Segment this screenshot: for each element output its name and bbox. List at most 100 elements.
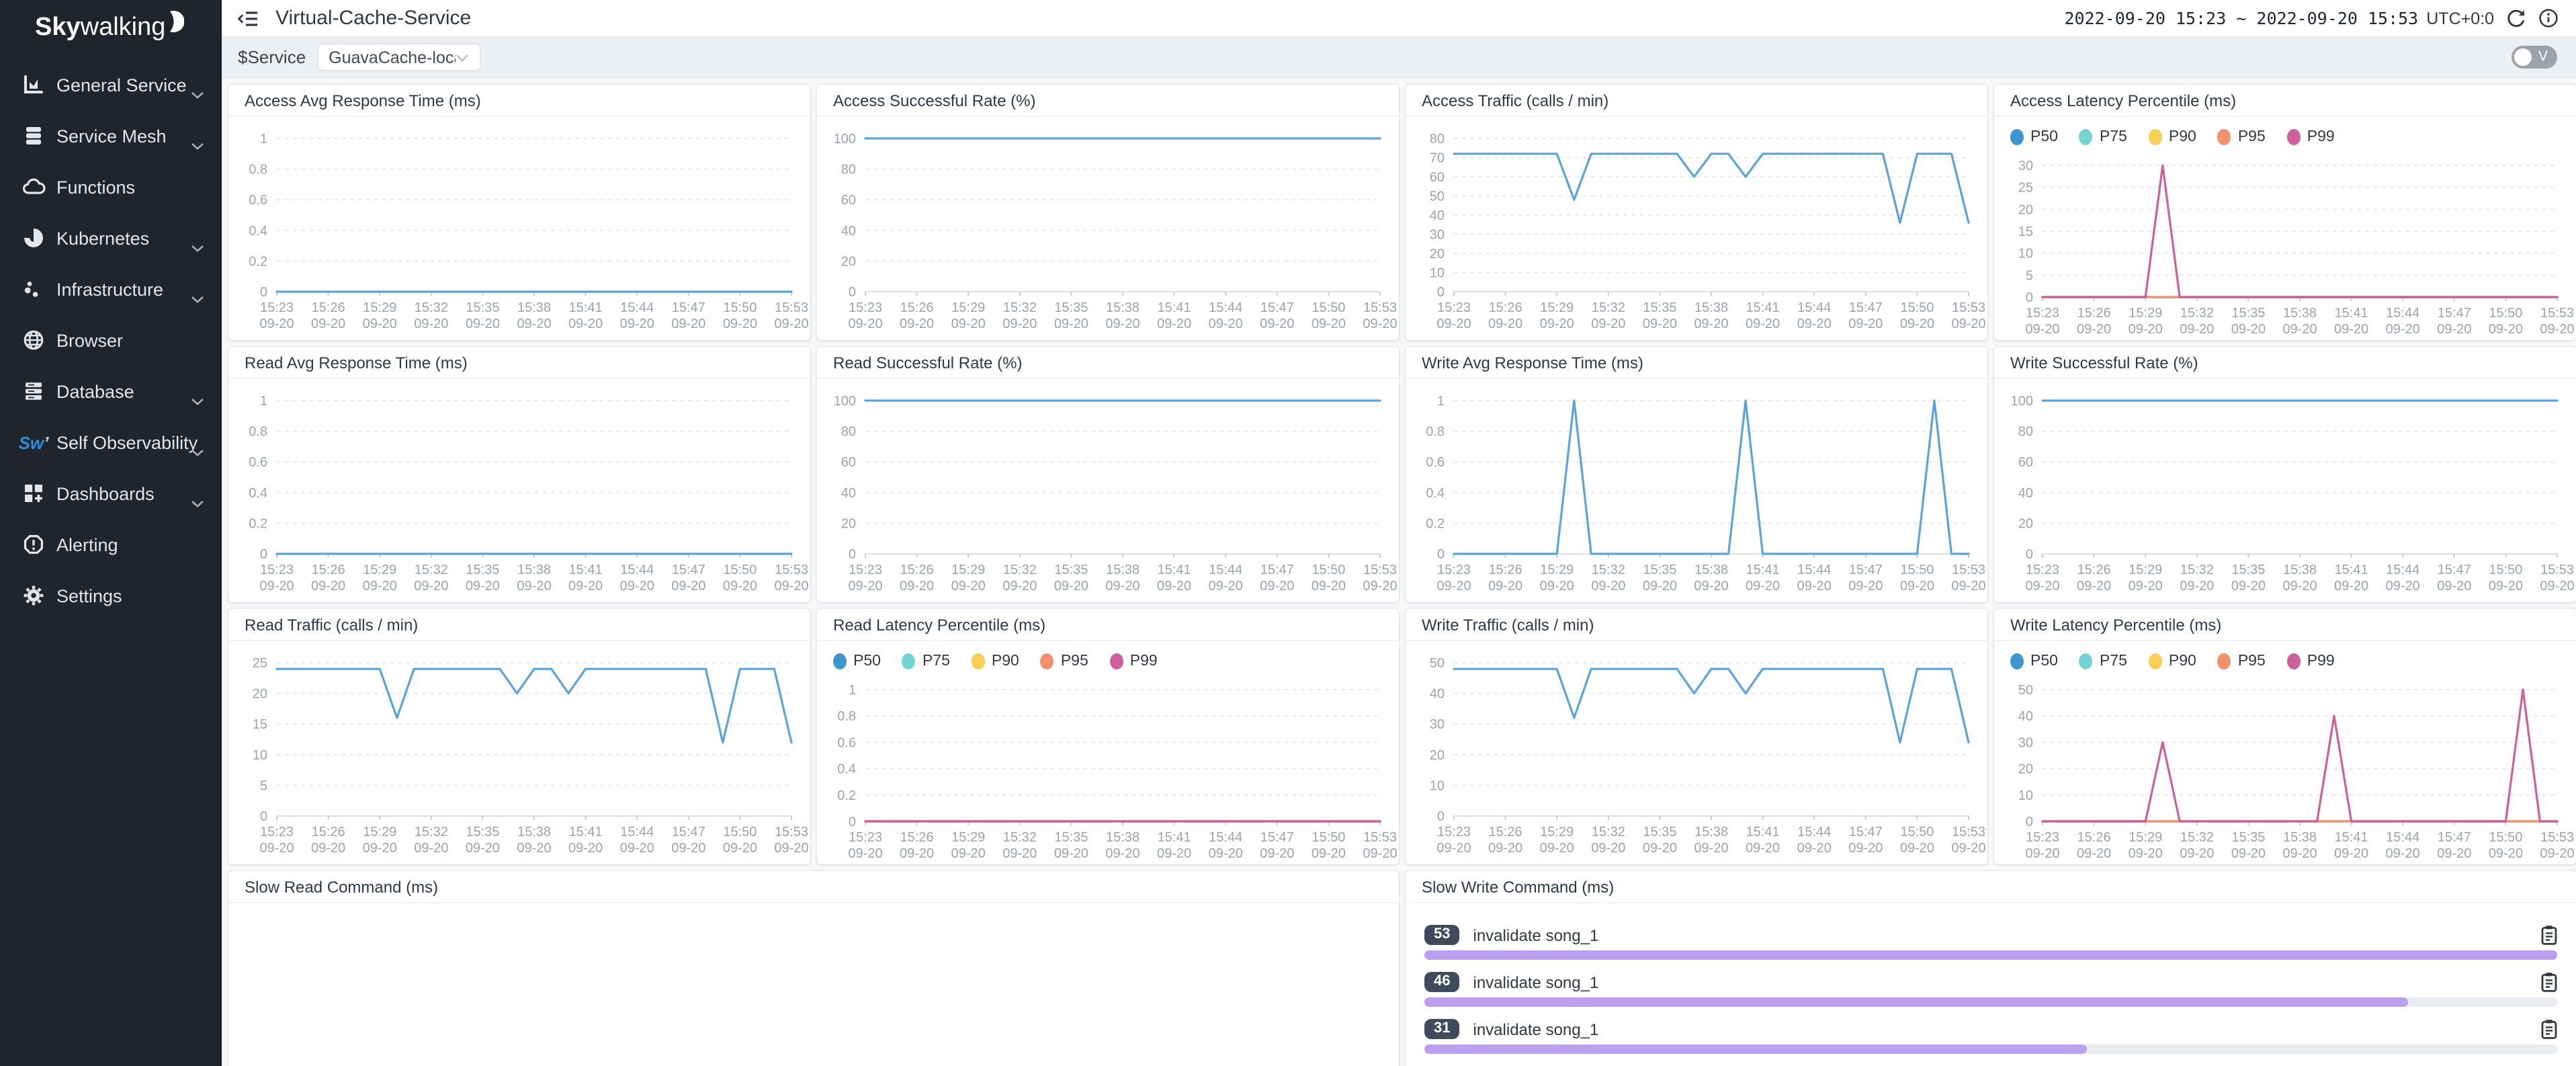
svg-text:09-20: 09-20 <box>517 317 551 331</box>
svg-text:100: 100 <box>834 132 856 147</box>
collapse-sidebar-icon[interactable] <box>238 9 258 28</box>
sidebar-item-general-service[interactable]: General Service <box>0 59 222 110</box>
edit-mode-toggle[interactable]: V <box>2511 46 2557 69</box>
svg-text:80: 80 <box>2018 425 2033 440</box>
svg-text:15:32: 15:32 <box>1003 300 1037 315</box>
legend-item-p95[interactable]: P95 <box>1040 653 1088 669</box>
svg-text:09-20: 09-20 <box>1312 579 1346 593</box>
sidebar-item-self-observability[interactable]: Sw’ Self Observability <box>0 417 222 468</box>
svg-text:15:29: 15:29 <box>2129 306 2162 321</box>
svg-text:10: 10 <box>2018 788 2033 803</box>
sidebar-item-infrastructure[interactable]: Infrastructure <box>0 263 222 315</box>
sidebar-item-functions[interactable]: Functions <box>0 161 222 212</box>
copy-icon[interactable] <box>2541 925 2557 945</box>
sidebar-item-label: Infrastructure <box>56 279 164 299</box>
svg-text:15:38: 15:38 <box>1106 300 1140 315</box>
sidebar-item-kubernetes[interactable]: Kubernetes <box>0 212 222 263</box>
svg-text:5: 5 <box>260 778 267 793</box>
top-header: Virtual-Cache-Service 2022-09-20 15:23 ~… <box>222 0 2576 38</box>
legend-dot <box>2010 653 2024 669</box>
svg-text:15:38: 15:38 <box>2283 830 2317 845</box>
svg-text:09-20: 09-20 <box>466 317 500 331</box>
svg-text:15:53: 15:53 <box>1952 300 1985 315</box>
svg-text:1: 1 <box>260 394 267 409</box>
skywalking-logo[interactable]: Sky walking <box>0 0 222 43</box>
charts-grid: Access Avg Response Time (ms) 0 0.2 0.4 0.6… <box>228 85 2576 1066</box>
svg-text:15:35: 15:35 <box>1054 300 1088 315</box>
svg-text:0: 0 <box>1437 809 1445 824</box>
copy-icon[interactable] <box>2541 1019 2557 1039</box>
svg-text:09-20: 09-20 <box>568 579 603 593</box>
chart-title: Slow Write Command (ms) <box>1422 877 1615 896</box>
legend-dot <box>2079 653 2093 669</box>
pie-icon <box>22 227 46 249</box>
chart-title: Read Latency Percentile (ms) <box>833 615 1046 634</box>
legend-item-p99[interactable]: P99 <box>1109 653 1158 669</box>
legend-item-p50[interactable]: P50 <box>2010 653 2058 669</box>
legend-item-p90[interactable]: P90 <box>971 653 1019 669</box>
header-right: 2022-09-20 15:23 ~ 2022-09-20 15:53 UTC+… <box>2064 8 2576 28</box>
service-select[interactable]: GuavaCache-local <box>316 43 481 71</box>
svg-text:09-20: 09-20 <box>1746 579 1780 593</box>
chart-title: Write Latency Percentile (ms) <box>2010 615 2222 634</box>
legend-dot <box>971 653 985 669</box>
svg-text:15:41: 15:41 <box>2335 563 2368 577</box>
line-chart: 0 0.2 0.4 0.6 0.8 1 15:23 09-20 15:26 09-20 15:29 0… <box>228 117 810 340</box>
svg-text:09-20: 09-20 <box>2231 322 2266 337</box>
legend-item-p95[interactable]: P95 <box>2217 129 2266 145</box>
svg-text:09-20: 09-20 <box>1002 579 1037 593</box>
svg-text:5: 5 <box>2026 268 2033 283</box>
svg-text:0.6: 0.6 <box>837 735 856 750</box>
legend-dot <box>2148 653 2162 669</box>
svg-text:09-20: 09-20 <box>1540 317 1574 331</box>
svg-text:0: 0 <box>1437 285 1445 300</box>
svg-text:09-20: 09-20 <box>848 579 882 593</box>
svg-text:15:47: 15:47 <box>2438 563 2471 577</box>
legend-item-p50[interactable]: P50 <box>833 653 881 669</box>
svg-text:0: 0 <box>260 809 267 824</box>
legend-item-p50[interactable]: P50 <box>2010 129 2058 145</box>
svg-text:25: 25 <box>2018 181 2033 196</box>
legend-dot <box>2079 129 2093 145</box>
legend-item-p99[interactable]: P99 <box>2286 129 2335 145</box>
refresh-icon[interactable] <box>2506 8 2526 28</box>
line-chart: 0 10 20 30 40 50 15:23 09-20 15:26 09-20 15:29 09-2… <box>1406 641 1987 864</box>
svg-text:50: 50 <box>1430 190 1445 204</box>
sidebar-item-alerting[interactable]: Alerting <box>0 519 222 570</box>
legend-item-p75[interactable]: P75 <box>2079 653 2127 669</box>
svg-text:0.4: 0.4 <box>249 224 267 239</box>
chart-title: Access Traffic (calls / min) <box>1422 91 1609 110</box>
svg-text:09-20: 09-20 <box>1951 317 1985 331</box>
chart-title: Access Latency Percentile (ms) <box>2010 91 2237 110</box>
legend-item-p99[interactable]: P99 <box>2286 653 2335 669</box>
legend-item-p90[interactable]: P90 <box>2148 653 2196 669</box>
globe-icon <box>22 329 46 351</box>
legend-item-p75[interactable]: P75 <box>2079 129 2127 145</box>
sidebar-item-label: Self Observability <box>56 432 198 452</box>
sidebar-item-service-mesh[interactable]: Service Mesh <box>0 110 222 161</box>
legend-item-p90[interactable]: P90 <box>2148 129 2196 145</box>
svg-text:15:35: 15:35 <box>2231 830 2265 845</box>
svg-text:09-20: 09-20 <box>774 841 808 856</box>
svg-text:15:50: 15:50 <box>2489 563 2522 577</box>
svg-text:09-20: 09-20 <box>259 317 294 331</box>
legend-item-p75[interactable]: P75 <box>902 653 950 669</box>
sidebar-item-browser[interactable]: Browser <box>0 315 222 366</box>
svg-text:15:53: 15:53 <box>1363 300 1397 315</box>
sidebar-item-database[interactable]: Database <box>0 366 222 417</box>
legend-dot <box>2010 129 2024 145</box>
svg-text:15:50: 15:50 <box>1900 563 1934 577</box>
chart-title: Write Traffic (calls / min) <box>1422 615 1594 634</box>
svg-text:15:41: 15:41 <box>1158 830 1191 845</box>
sidebar-item-settings[interactable]: Settings <box>0 570 222 621</box>
sidebar-item-dashboards[interactable]: Dashboards <box>0 468 222 519</box>
svg-text:15:53: 15:53 <box>775 825 808 839</box>
svg-text:09-20: 09-20 <box>259 579 294 593</box>
svg-text:0.4: 0.4 <box>249 486 267 501</box>
time-range[interactable]: 2022-09-20 15:23 ~ 2022-09-20 15:53 <box>2064 8 2419 28</box>
legend-item-p95[interactable]: P95 <box>2217 653 2266 669</box>
svg-text:15:41: 15:41 <box>2335 306 2368 321</box>
info-icon[interactable] <box>2538 8 2559 28</box>
copy-icon[interactable] <box>2541 972 2557 992</box>
svg-text:15:26: 15:26 <box>2077 563 2111 577</box>
